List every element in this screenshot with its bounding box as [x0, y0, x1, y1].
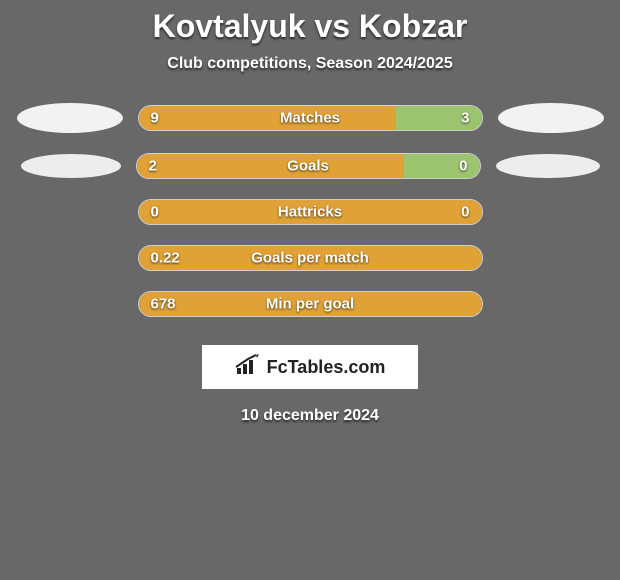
- stat-right-value: 3: [461, 110, 469, 127]
- stat-bar: 2 Goals 0: [136, 153, 481, 179]
- stat-label: Min per goal: [266, 296, 354, 313]
- player-shape-left: [21, 154, 121, 178]
- chart-icon: [235, 354, 261, 381]
- stat-bar: 9 Matches 3: [138, 105, 483, 131]
- stat-row: 678 Min per goal: [0, 291, 620, 317]
- stat-bar: 678 Min per goal: [138, 291, 483, 317]
- comparison-infographic: Kovtalyuk vs Kobzar Club competitions, S…: [0, 0, 620, 580]
- stat-left-value: 0.22: [151, 250, 180, 267]
- stat-label: Hattricks: [278, 204, 342, 221]
- stat-bar: 0 Hattricks 0: [138, 199, 483, 225]
- stat-bar-left-fill: [137, 154, 405, 178]
- date-text: 10 december 2024: [0, 407, 620, 425]
- stat-label: Goals per match: [251, 250, 369, 267]
- logo-text: FcTables.com: [267, 357, 386, 378]
- stat-bar-right-fill: [404, 154, 479, 178]
- stat-right-value: 0: [459, 158, 467, 175]
- stat-left-value: 678: [151, 296, 176, 313]
- player-shape-left: [17, 103, 123, 133]
- stat-label: Goals: [287, 158, 329, 175]
- stat-right-value: 0: [461, 204, 469, 221]
- logo-box: FcTables.com: [202, 345, 418, 389]
- stat-rows: 9 Matches 3 2 Goals 0 0 Hattri: [0, 103, 620, 317]
- stat-left-value: 9: [151, 110, 159, 127]
- stat-row: 0 Hattricks 0: [0, 199, 620, 225]
- stat-left-value: 2: [149, 158, 157, 175]
- subtitle: Club competitions, Season 2024/2025: [0, 55, 620, 73]
- page-title: Kovtalyuk vs Kobzar: [0, 0, 620, 45]
- player-shape-right: [496, 154, 600, 178]
- stat-bar: 0.22 Goals per match: [138, 245, 483, 271]
- stat-row: 9 Matches 3: [0, 103, 620, 133]
- player-shape-right: [498, 103, 604, 133]
- stat-left-value: 0: [151, 204, 159, 221]
- stat-label: Matches: [280, 110, 340, 127]
- stat-row: 0.22 Goals per match: [0, 245, 620, 271]
- stat-bar-left-fill: [139, 106, 396, 130]
- stat-row: 2 Goals 0: [0, 153, 620, 179]
